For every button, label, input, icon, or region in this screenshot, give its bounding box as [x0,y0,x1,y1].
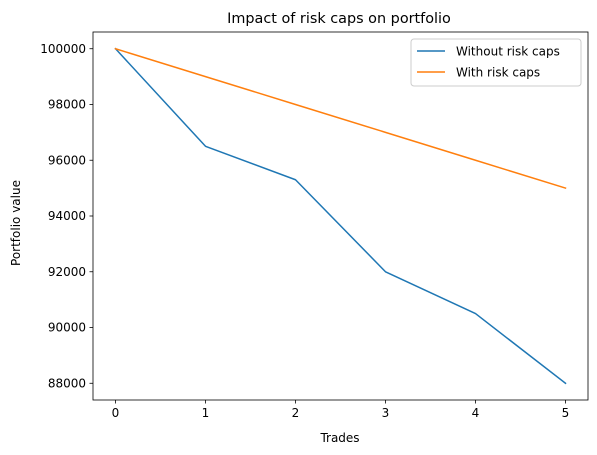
y-axis-label: Portfolio value [9,180,23,266]
y-tick-label: 92000 [48,265,86,279]
y-tick-label: 98000 [48,98,86,112]
chart-title: Impact of risk caps on portfolio [227,11,451,27]
y-tick-label: 90000 [48,321,86,335]
series-line-2 [114,47,567,190]
x-tick-label: 0 [112,406,120,420]
series-line-1 [114,47,567,385]
x-axis-label: Trades [319,431,359,445]
y-tick-label: 96000 [48,153,86,167]
x-tick-label: 2 [292,406,300,420]
y-tick-label: 94000 [48,209,86,223]
x-tick-label: 4 [472,406,480,420]
y-tick-label: 88000 [48,376,86,390]
x-tick-label: 5 [562,406,570,420]
plot-area: 0 1 2 3 4 5 88000 90000 92000 94000 96000 98000 1000… [40,31,589,420]
axes-frame [92,31,589,401]
x-tick-label: 1 [202,406,210,420]
legend-label-1: Without risk caps [456,44,560,58]
legend-label-2: With risk caps [456,65,540,79]
y-tick-label: 100000 [40,42,86,56]
legend-box [410,38,582,87]
x-tick-label: 3 [382,406,390,420]
legend: Without risk caps With risk caps [410,38,582,87]
